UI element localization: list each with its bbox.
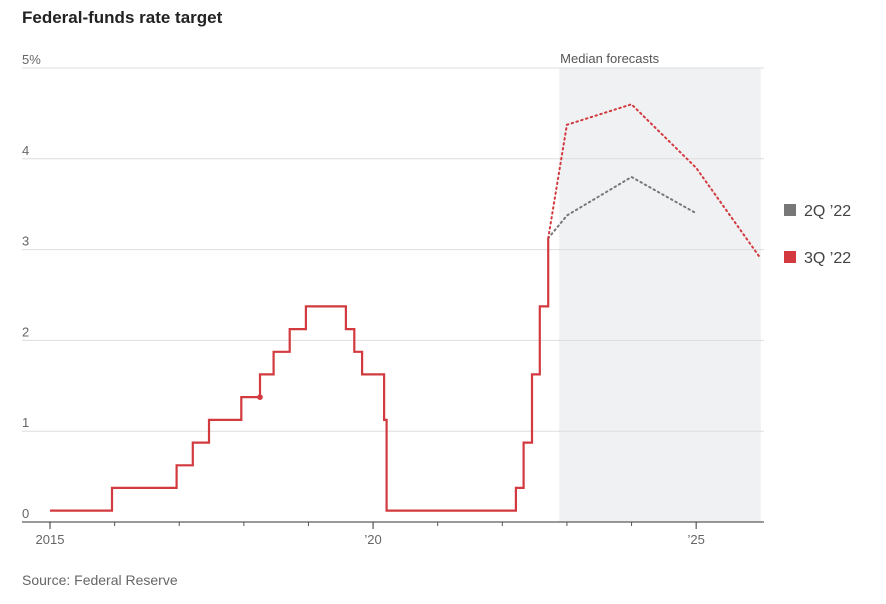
y-tick-label-2: 2 [22,324,29,339]
y-tick-label-1: 1 [22,415,29,430]
y-tick-label-4: 4 [22,143,29,158]
forecast-band [559,68,761,522]
x-tick-label-2025: ’25 [687,532,704,547]
x-axis [22,521,764,529]
x-tick-labels: 2015 ’20 ’25 [36,532,705,547]
actual-rate-line [50,238,550,512]
y-tick-label-3: 3 [22,234,29,249]
forecast-line-1 [547,103,762,260]
x-tick-label-2015: 2015 [36,532,65,547]
legend-label-1: 3Q ’22 [804,250,851,267]
forecast-band-label: Median forecasts [560,51,659,66]
legend-swatch-1 [784,251,796,263]
y-tick-label-5: 5% [22,52,41,67]
forecast-band-group: Median forecasts [559,51,761,522]
chart-title: Federal-funds rate target [22,8,223,27]
source-note: Source: Federal Reserve [22,572,178,588]
x-tick-label-2020: ’20 [364,532,381,547]
y-tick-label-0: 0 [22,506,29,521]
actual-rate-marker [257,394,263,400]
legend-swatch-0 [784,204,796,216]
gridlines [22,67,764,432]
legend-label-0: 2Q ’22 [804,203,851,220]
series-lines [50,103,762,512]
legend: 2Q ’22 3Q ’22 [784,203,851,267]
y-tick-labels: 0 1 2 3 4 5% [22,52,41,521]
forecast-line-0 [547,175,698,240]
